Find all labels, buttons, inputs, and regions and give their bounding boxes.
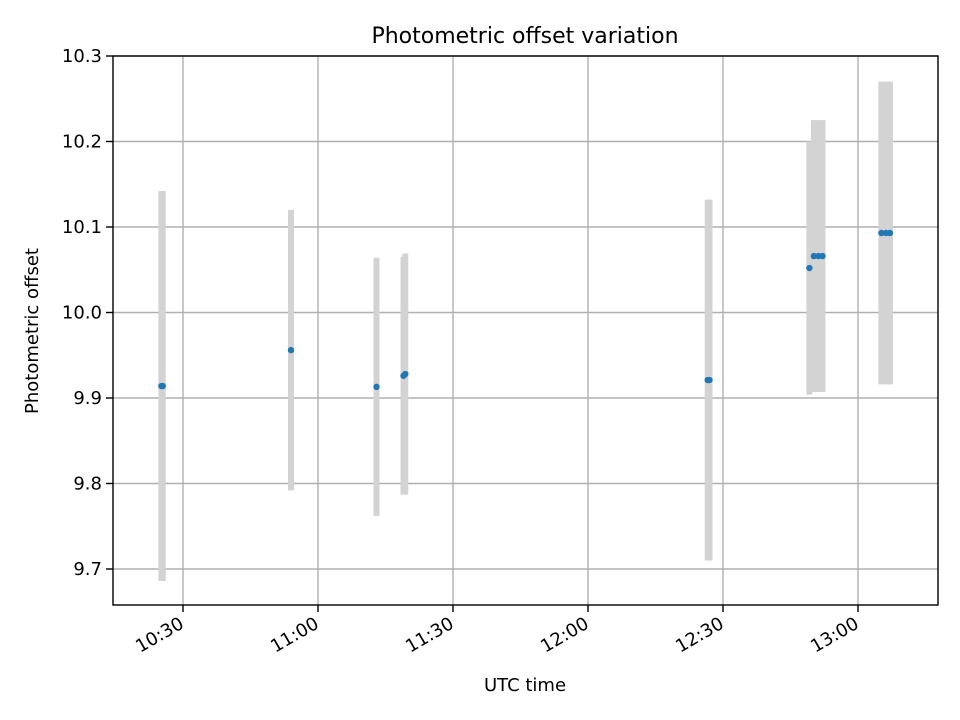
data-point — [886, 229, 894, 237]
x-tick-label: 13:00 — [807, 613, 862, 657]
data-point — [810, 252, 818, 260]
chart-title: Photometric offset variation — [371, 24, 678, 49]
data-point — [819, 252, 826, 260]
x-tick-label: 11:00 — [267, 613, 322, 657]
y-tick-label: 10.0 — [62, 303, 102, 324]
y-tick-label: 10.3 — [62, 46, 102, 67]
data-point — [287, 346, 295, 354]
y-tick-label: 10.2 — [62, 132, 102, 153]
x-tick-label: 10:30 — [132, 613, 187, 657]
data-point — [878, 229, 885, 237]
x-tick-label: 11:30 — [402, 613, 457, 657]
axis-ticks: 10:30 11:00 11:30 12:00 12:30 13:00 9.7 9.8 9.9 1… — [62, 46, 863, 657]
x-axis-label: UTC time — [484, 675, 566, 696]
data-point — [373, 383, 380, 391]
y-tick-label: 9.9 — [73, 388, 102, 409]
data-point — [159, 382, 166, 390]
y-tick-label: 10.1 — [62, 217, 102, 238]
x-tick-label: 12:30 — [672, 613, 727, 657]
data-points — [158, 229, 894, 391]
y-axis-label: Photometric offset — [22, 248, 43, 414]
error-bars — [158, 81, 893, 581]
data-point — [706, 376, 713, 384]
x-tick-label: 12:00 — [537, 613, 592, 657]
y-tick-label: 9.7 — [73, 559, 102, 580]
data-point — [806, 264, 813, 272]
plot-frame — [112, 55, 939, 606]
data-point — [402, 370, 409, 378]
y-tick-label: 9.8 — [73, 474, 102, 495]
